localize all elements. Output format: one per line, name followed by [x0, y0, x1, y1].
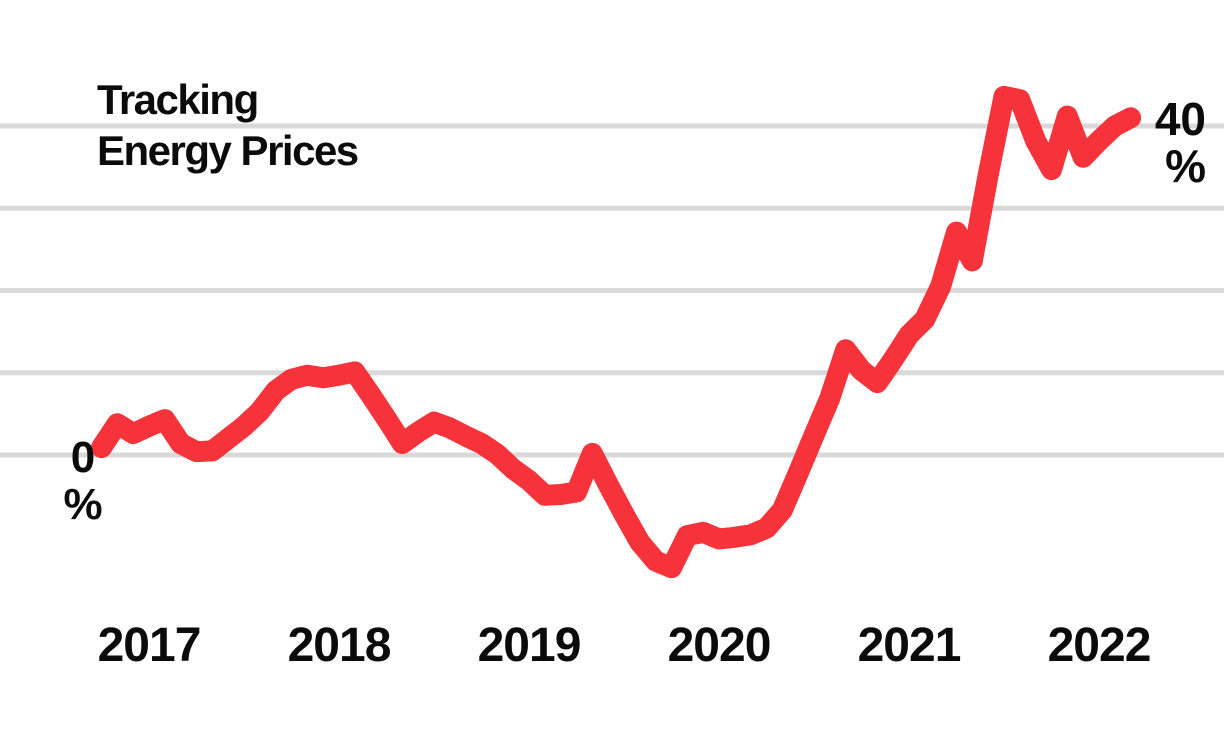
y-axis-forty-unit: %	[1165, 140, 1206, 192]
x-tick-label-2017: 2017	[97, 619, 202, 672]
y-axis-zero-unit: %	[63, 480, 103, 529]
chart-title-line1: Tracking	[97, 76, 259, 123]
x-tick-label-2020: 2020	[667, 619, 772, 672]
y-axis-label-forty: 40 %	[1130, 96, 1206, 190]
chart-title: Tracking Energy Prices	[97, 74, 359, 176]
chart-title-line2: Energy Prices	[97, 127, 359, 174]
x-tick-label-2021: 2021	[857, 619, 962, 672]
x-tick-label-2018: 2018	[287, 619, 392, 672]
y-axis-label-zero: 0 %	[52, 434, 114, 528]
y-axis-zero-value: 0	[70, 433, 96, 482]
y-axis-forty-value: 40	[1154, 93, 1206, 145]
x-tick-label-2022: 2022	[1047, 619, 1152, 672]
x-tick-label-2019: 2019	[477, 619, 582, 672]
energy-price-line	[91, 85, 1142, 579]
